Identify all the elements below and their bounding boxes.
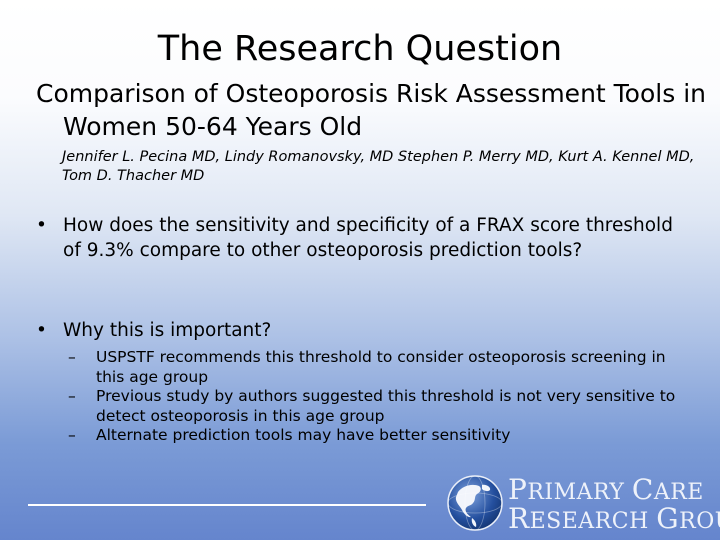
- dash-icon: –: [68, 387, 76, 405]
- logo-wordmark: PRIMARY CARE RESEARCH GROUP: [508, 473, 720, 535]
- primary-care-research-group-logo: PRIMARY CARE RESEARCH GROUP: [446, 474, 720, 534]
- sub-bullet-item: – Alternate prediction tools may have be…: [68, 426, 688, 446]
- sub-bullet-text: Alternate prediction tools may have bett…: [96, 426, 511, 444]
- slide-title: The Research Question: [157, 29, 563, 69]
- bullet-text: Why this is important?: [63, 320, 272, 341]
- bullet-dot-icon: •: [36, 215, 47, 236]
- bullet-item-importance: • Why this is important?: [36, 318, 676, 343]
- authors-line: Jennifer L. Pecina MD, Lindy Romanovsky,…: [62, 149, 695, 184]
- bullet-dot-icon: •: [36, 320, 47, 341]
- sub-bullet-text: USPSTF recommends this threshold to cons…: [96, 348, 666, 386]
- dash-icon: –: [68, 348, 76, 366]
- sub-bullet-list: – USPSTF recommends this threshold to co…: [68, 348, 688, 446]
- bullet-item-question: • How does the sensitivity and specifici…: [36, 213, 676, 263]
- bullet-text: How does the sensitivity and specificity…: [63, 215, 673, 261]
- globe-icon: [447, 475, 503, 531]
- sub-bullet-item: – USPSTF recommends this threshold to co…: [68, 348, 688, 387]
- dash-icon: –: [68, 426, 76, 444]
- slide-subtitle: Comparison of Osteoporosis Risk Assessme…: [36, 79, 706, 141]
- footer-divider: [28, 504, 426, 506]
- sub-bullet-text: Previous study by authors suggested this…: [96, 387, 676, 425]
- sub-bullet-item: – Previous study by authors suggested th…: [68, 387, 688, 426]
